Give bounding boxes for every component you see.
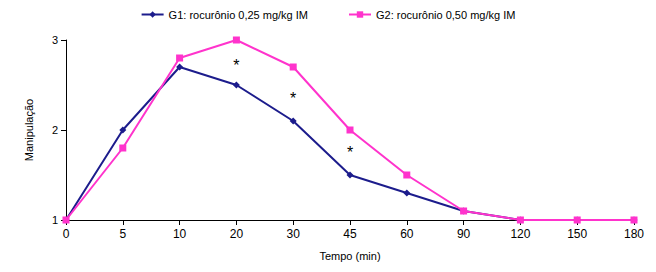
svg-text:Manipulação: Manipulação	[23, 99, 35, 161]
svg-text:Tempo (min): Tempo (min)	[319, 250, 380, 262]
svg-text:G1: rocurônio 0,25 mg/kg IM: G1: rocurônio 0,25 mg/kg IM	[169, 9, 308, 21]
svg-text:150: 150	[567, 227, 587, 241]
svg-text:60: 60	[400, 227, 414, 241]
svg-text:5: 5	[119, 227, 126, 241]
svg-text:1: 1	[52, 214, 58, 226]
svg-text:180: 180	[624, 227, 644, 241]
svg-text:*: *	[290, 90, 296, 107]
svg-text:3: 3	[52, 34, 58, 46]
svg-text:10: 10	[173, 227, 187, 241]
svg-text:20: 20	[230, 227, 244, 241]
svg-text:90: 90	[457, 227, 471, 241]
svg-text:30: 30	[287, 227, 301, 241]
svg-text:45: 45	[343, 227, 357, 241]
svg-text:2: 2	[52, 124, 58, 136]
svg-text:120: 120	[510, 227, 530, 241]
svg-text:*: *	[233, 57, 239, 74]
svg-text:0: 0	[63, 227, 70, 241]
svg-text:*: *	[347, 144, 353, 161]
svg-text:G2: rocurônio 0,50 mg/kg IM: G2: rocurônio 0,50 mg/kg IM	[376, 9, 515, 21]
